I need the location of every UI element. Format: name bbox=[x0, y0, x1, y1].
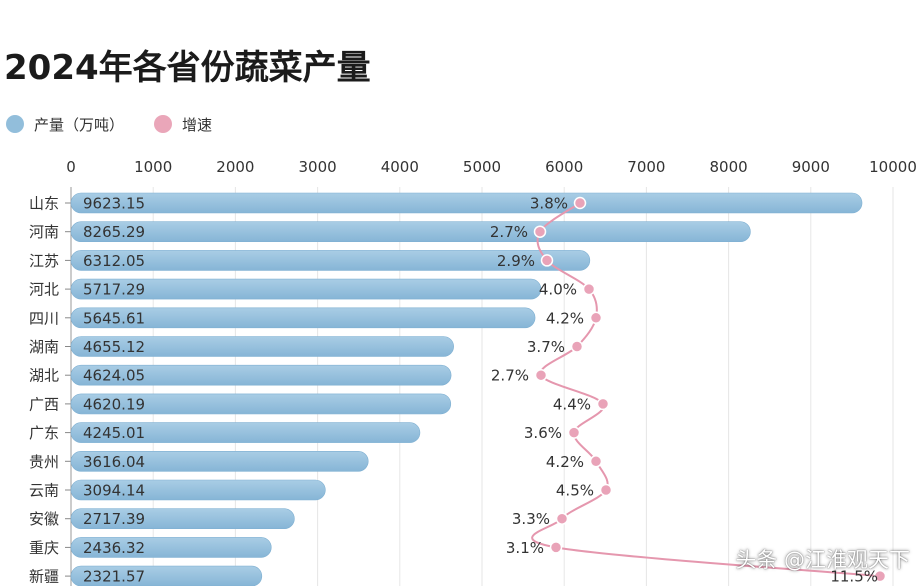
category-label: 江苏 bbox=[29, 252, 59, 270]
legend-label-growth: 增速 bbox=[182, 115, 213, 134]
growth-value-label: 4.2% bbox=[546, 453, 584, 471]
category-label: 安徽 bbox=[29, 510, 59, 528]
growth-value-label: 4.0% bbox=[539, 281, 577, 299]
bar bbox=[70, 393, 452, 415]
category-label: 广东 bbox=[29, 424, 59, 442]
growth-value-label: 2.7% bbox=[490, 223, 528, 241]
growth-value-label: 4.5% bbox=[556, 482, 594, 500]
bar-value-label: 2717.39 bbox=[83, 510, 145, 528]
bar bbox=[70, 537, 272, 558]
category-label: 新疆 bbox=[29, 568, 59, 586]
growth-value-label: 11.5% bbox=[830, 568, 878, 586]
growth-point bbox=[589, 455, 603, 468]
growth-value-label: 3.8% bbox=[530, 195, 568, 213]
category-label: 广西 bbox=[29, 395, 59, 413]
growth-point bbox=[533, 225, 547, 238]
legend-item-growth: 增速 bbox=[154, 114, 212, 135]
growth-value-label: 2.9% bbox=[497, 252, 535, 270]
bar-value-label: 8265.29 bbox=[83, 223, 145, 241]
growth-point bbox=[589, 311, 603, 325]
bar-value-label: 4655.12 bbox=[83, 338, 145, 356]
legend-item-output: 产量（万吨） bbox=[6, 114, 124, 135]
bar bbox=[70, 565, 263, 586]
growth-point bbox=[873, 569, 887, 583]
legend-label-output: 产量（万吨） bbox=[34, 115, 125, 134]
bar bbox=[70, 192, 863, 214]
bar bbox=[70, 450, 369, 472]
growth-point bbox=[570, 340, 584, 353]
x-tick-label: 10000 bbox=[869, 158, 917, 176]
growth-value-label: 3.1% bbox=[506, 539, 544, 557]
category-label: 湖北 bbox=[29, 367, 59, 385]
growth-point bbox=[599, 483, 613, 497]
growth-point bbox=[549, 541, 563, 554]
legend-swatch-growth bbox=[154, 115, 173, 133]
x-tick-label: 4000 bbox=[381, 158, 419, 176]
category-label: 重庆 bbox=[29, 539, 59, 557]
category-label: 湖南 bbox=[29, 338, 59, 356]
growth-value-label: 4.4% bbox=[553, 395, 591, 413]
category-label: 河北 bbox=[29, 281, 59, 299]
bar-value-label: 5717.29 bbox=[83, 281, 145, 299]
bar-value-label: 2436.32 bbox=[83, 539, 145, 557]
category-label: 贵州 bbox=[29, 453, 59, 471]
bar bbox=[70, 336, 454, 357]
bar bbox=[70, 479, 326, 501]
x-tick-label: 1000 bbox=[134, 158, 172, 176]
legend-swatch-output bbox=[6, 115, 24, 133]
category-label: 四川 bbox=[29, 309, 59, 327]
category-label: 山东 bbox=[29, 195, 59, 213]
growth-point bbox=[582, 282, 596, 296]
x-tick-label: 0 bbox=[66, 158, 76, 176]
growth-value-label: 3.3% bbox=[512, 510, 550, 528]
bar-value-label: 3616.04 bbox=[83, 453, 145, 471]
growth-value-label: 3.7% bbox=[527, 338, 565, 356]
growth-point bbox=[573, 196, 587, 210]
legend: 产量（万吨） 增速 bbox=[6, 112, 242, 136]
bar-value-label: 4245.01 bbox=[83, 424, 145, 442]
bar bbox=[70, 508, 295, 530]
bar-value-label: 6312.05 bbox=[83, 252, 145, 270]
growth-value-label: 2.7% bbox=[491, 367, 529, 385]
category-label: 云南 bbox=[29, 482, 59, 500]
growth-point bbox=[540, 254, 554, 267]
category-label: 河南 bbox=[29, 223, 59, 241]
bar-value-label: 4624.05 bbox=[83, 367, 145, 385]
bar bbox=[70, 221, 751, 242]
growth-point bbox=[596, 397, 610, 411]
growth-point bbox=[534, 368, 548, 382]
bar bbox=[70, 422, 421, 443]
growth-point bbox=[567, 426, 581, 439]
chart-title: 2024年各省份蔬菜产量 bbox=[4, 48, 371, 88]
bar-value-label: 5645.61 bbox=[83, 309, 145, 327]
x-tick-label: 3000 bbox=[299, 158, 337, 176]
x-tick-label: 6000 bbox=[545, 158, 583, 176]
bar-value-label: 4620.19 bbox=[83, 395, 145, 413]
x-tick-label: 5000 bbox=[463, 158, 501, 176]
bar bbox=[70, 250, 591, 271]
growth-point bbox=[555, 512, 569, 525]
bar bbox=[70, 278, 542, 300]
bar-value-label: 9623.15 bbox=[83, 195, 145, 213]
x-tick-label: 9000 bbox=[792, 158, 830, 176]
bar-value-label: 3094.14 bbox=[83, 482, 145, 500]
x-tick-label: 7000 bbox=[627, 158, 665, 176]
x-tick-label: 2000 bbox=[216, 158, 254, 176]
growth-value-label: 4.2% bbox=[546, 309, 584, 327]
bar bbox=[70, 364, 452, 386]
bar-value-label: 2321.57 bbox=[83, 568, 145, 586]
growth-value-label: 3.6% bbox=[524, 424, 562, 442]
watermark: 头条 @江淮观天下 bbox=[735, 548, 910, 572]
bar bbox=[70, 307, 536, 329]
x-tick-label: 8000 bbox=[710, 158, 748, 176]
